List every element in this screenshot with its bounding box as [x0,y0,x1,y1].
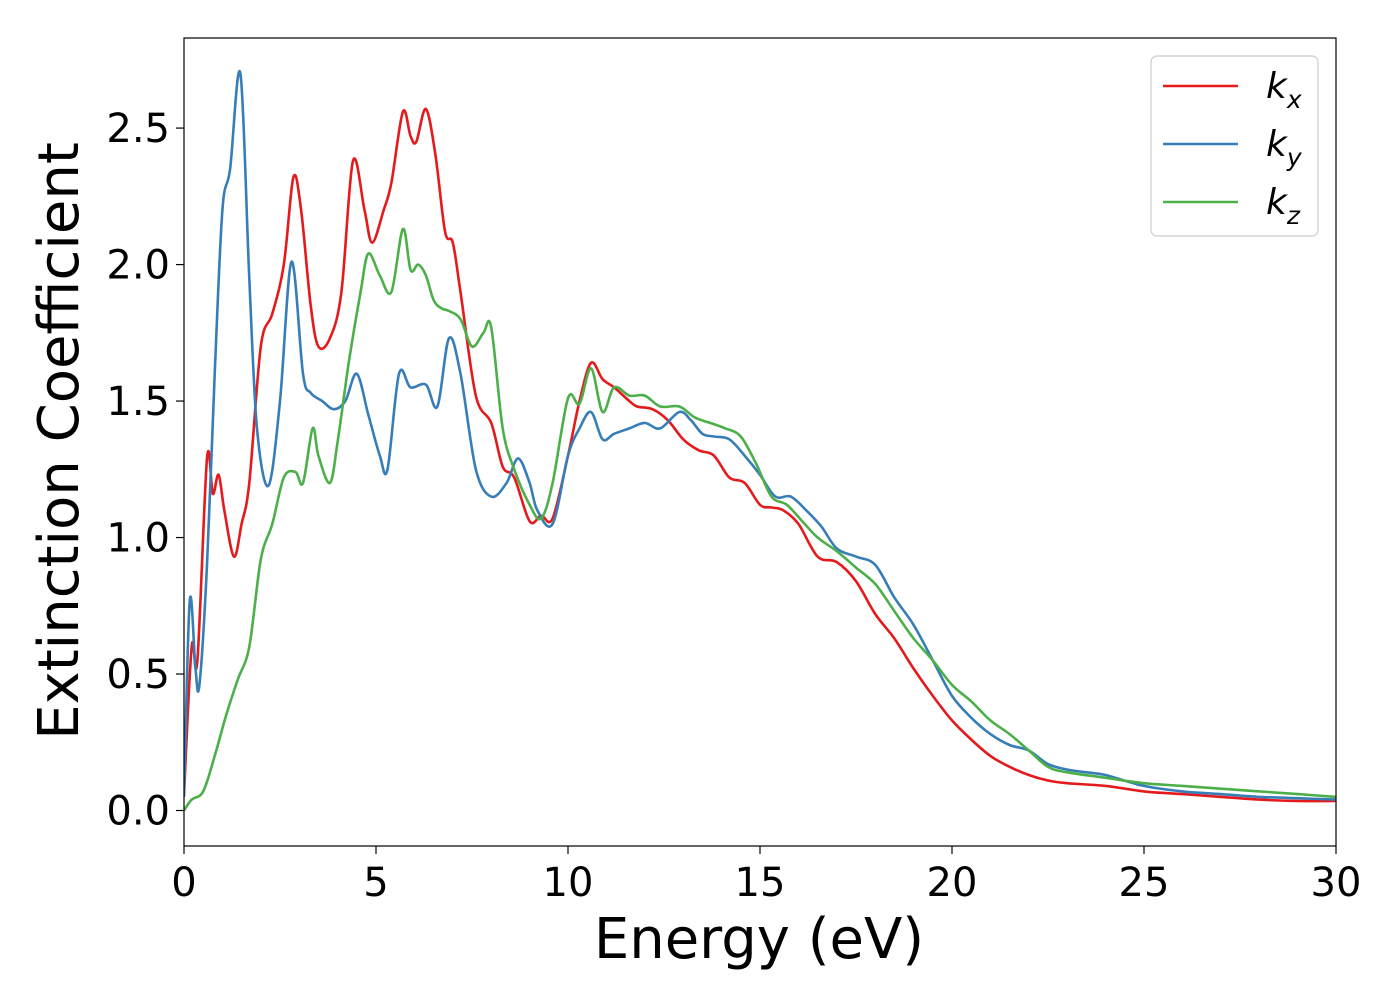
y-tick-label: 2.0 [106,243,170,289]
y-tick-label: 0.0 [106,789,170,835]
x-tick-label: 15 [735,860,786,906]
y-axis-title: Extinction Coefficient [27,142,92,740]
series-line-ky [184,69,1336,801]
y-tick-label: 1.0 [106,516,170,562]
legend-label: ky [1266,124,1303,172]
series-line-kx [184,107,1336,803]
legend-label: kz [1266,182,1301,230]
y-tick-label: 1.5 [106,379,170,425]
y-axis-ticks: 0.0 0.5 1.0 1.5 2.0 2.5 [106,106,184,835]
x-axis-title: Energy (eV) [594,907,924,972]
x-axis-ticks: 0 5 10 15 20 25 30 [171,846,1361,906]
x-tick-label: 25 [1119,860,1170,906]
legend-item-kx: kx [1163,66,1302,114]
x-tick-label: 0 [171,860,196,906]
legend-item-ky: ky [1163,124,1303,172]
y-tick-label: 2.5 [106,106,170,152]
series-lines [184,69,1336,812]
x-tick-label: 20 [927,860,978,906]
series-line-kz [184,227,1336,812]
legend: kx ky kz [1150,55,1319,237]
legend-label: kx [1266,66,1302,114]
legend-box [1150,55,1319,237]
legend-item-kz: kz [1163,182,1301,230]
x-tick-label: 10 [543,860,594,906]
x-tick-label: 5 [363,860,388,906]
y-tick-label: 0.5 [106,652,170,698]
x-tick-label: 30 [1311,860,1362,906]
